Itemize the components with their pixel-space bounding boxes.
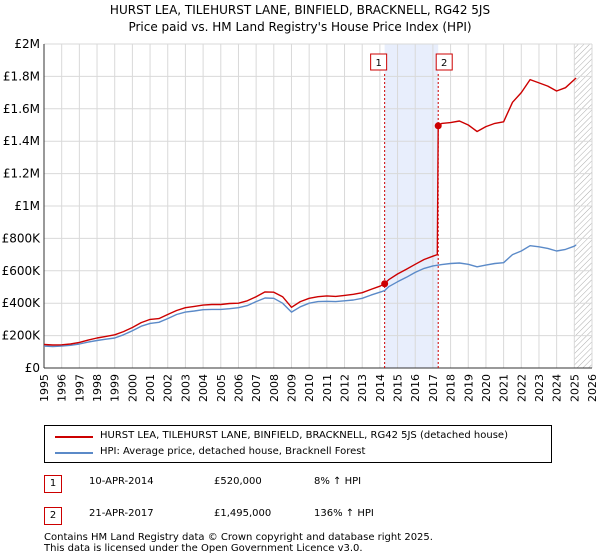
sale-point-2 (434, 122, 442, 130)
y-tick-label: £800K (2, 231, 42, 245)
chart-legend: HURST LEA, TILEHURST LANE, BINFIELD, BRA… (44, 425, 552, 463)
x-tick-label: 1996 (56, 374, 69, 402)
sale-price-2: £1,495,000 (214, 508, 272, 519)
sale-date-1: 10-APR-2014 (89, 476, 154, 487)
x-tick-label: 2002 (162, 374, 175, 402)
legend-swatch-hpi (55, 452, 93, 454)
sale-badge-chart-2: 2 (435, 53, 453, 71)
chart-title-block: HURST LEA, TILEHURST LANE, BINFIELD, BRA… (0, 2, 600, 36)
sale-date-2: 21-APR-2017 (89, 508, 154, 519)
x-tick-label: 2015 (392, 374, 405, 402)
chart-subtitle: Price paid vs. HM Land Registry's House … (128, 20, 472, 34)
footer: Contains HM Land Registry data © Crown c… (44, 532, 433, 554)
sale-price-1: £520,000 (214, 476, 262, 487)
x-tick-label: 2024 (551, 374, 564, 402)
x-tick-label: 2005 (215, 374, 228, 402)
x-tick-label: 2012 (339, 374, 352, 402)
x-tick-label: 2017 (427, 374, 440, 402)
sale-badge-label: 1 (375, 58, 381, 69)
footer-line-2: This data is licensed under the Open Gov… (44, 543, 363, 554)
sale-badge-2: 2 (44, 507, 62, 525)
x-tick-label: 2021 (498, 374, 511, 402)
sale-badge-chart-1: 1 (370, 53, 388, 71)
x-tick-label: 2004 (197, 374, 210, 402)
x-tick-label: 2025 (568, 374, 581, 402)
x-tick-label: 2003 (179, 374, 192, 402)
y-tick-label: £600K (2, 264, 42, 278)
x-tick-label: 2019 (462, 374, 475, 402)
series-line-property (43, 77, 577, 346)
chart-title: HURST LEA, TILEHURST LANE, BINFIELD, BRA… (109, 3, 491, 17)
sale-badge-box (435, 53, 453, 71)
y-tick-label: £1.8M (3, 69, 40, 83)
x-tick-label: 1998 (91, 374, 104, 402)
legend-label-property: HURST LEA, TILEHURST LANE, BINFIELD, BRA… (100, 430, 508, 441)
x-tick-label: 1999 (109, 374, 122, 402)
x-tick-label: 2011 (321, 374, 334, 402)
x-tick-label: 2016 (409, 374, 422, 402)
x-tick-label: 2013 (356, 374, 369, 402)
sale-badge-label: 2 (441, 58, 447, 69)
y-tick-label: £1M (14, 199, 40, 213)
x-tick-label: 2023 (533, 374, 546, 402)
x-tick-label: 2007 (250, 374, 263, 402)
price-chart: £0 £200K £400K £600K £800K £1M £1.2M £1.4M £1.6M… (2, 37, 599, 402)
x-tick-label: 2008 (268, 374, 281, 402)
x-tick-label: 2001 (144, 374, 157, 402)
series-line-hpi (43, 244, 577, 348)
footer-line-1: Contains HM Land Registry data © Crown c… (44, 532, 433, 543)
x-tick-label: 2006 (232, 374, 245, 402)
y-tick-label: £1.4M (3, 134, 40, 148)
x-tick-label: 1995 (38, 374, 51, 402)
x-tick-label: 2026 (586, 374, 599, 402)
y-tick-label: £1.6M (3, 102, 40, 116)
x-tick-label: 2010 (303, 374, 316, 402)
y-tick-label: £400K (2, 296, 42, 310)
x-tick-label: 2022 (515, 374, 528, 402)
x-tick-label: 2018 (445, 374, 458, 402)
y-tick-label: £2M (14, 37, 40, 51)
x-tick-label: 2014 (374, 374, 387, 402)
y-tick-label: £200K (2, 329, 42, 343)
x-tick-label: 2009 (285, 374, 298, 402)
sale-point-1 (381, 280, 389, 288)
x-tick-label: 2020 (480, 374, 493, 402)
x-tick-label: 1997 (73, 374, 86, 402)
sale-hpi-1: 8% ↑ HPI (314, 476, 362, 487)
legend-label-hpi: HPI: Average price, detached house, Brac… (100, 446, 366, 457)
x-tick-label: 2000 (126, 374, 139, 402)
sale-badge-1: 1 (44, 475, 62, 493)
legend-swatch-property (55, 436, 93, 438)
y-tick-label: £1.2M (3, 167, 40, 181)
sale-badge-box (370, 53, 388, 71)
sale-hpi-2: 136% ↑ HPI (314, 508, 374, 519)
y-tick-label: £0 (25, 361, 40, 375)
